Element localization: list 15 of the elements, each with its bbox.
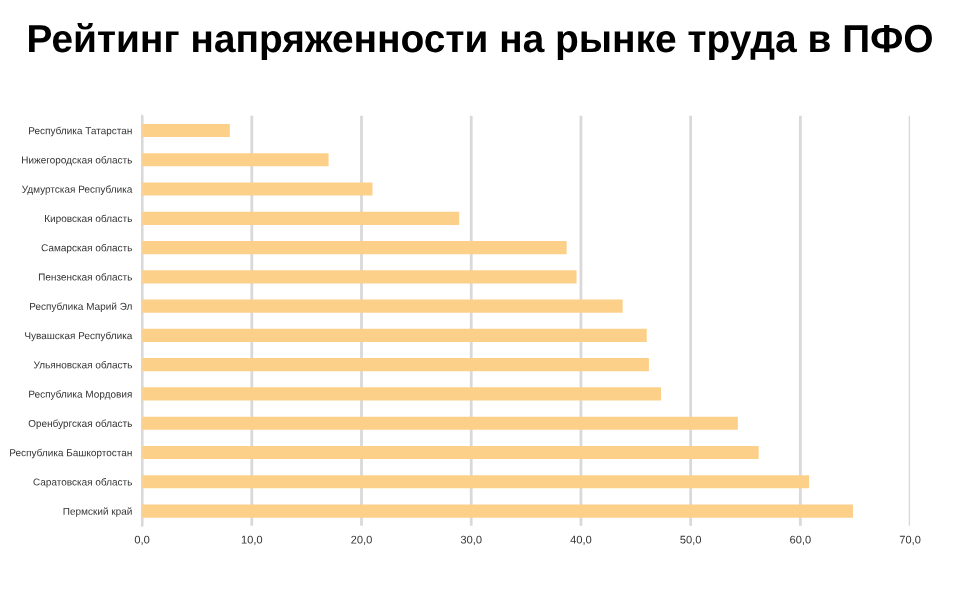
bar xyxy=(142,387,662,401)
bar xyxy=(142,445,759,460)
bar xyxy=(142,358,649,372)
bar xyxy=(142,211,460,225)
bar xyxy=(142,240,567,255)
bar xyxy=(142,270,577,284)
bar xyxy=(142,182,373,196)
bar xyxy=(142,328,647,342)
bar xyxy=(142,153,329,167)
bar xyxy=(142,299,623,313)
bar xyxy=(142,123,230,138)
bar xyxy=(142,504,854,518)
bar xyxy=(142,416,738,430)
bar xyxy=(142,475,810,489)
chart-title: Рейтинг напряженности на рынке труда в ПФО xyxy=(29,23,932,61)
